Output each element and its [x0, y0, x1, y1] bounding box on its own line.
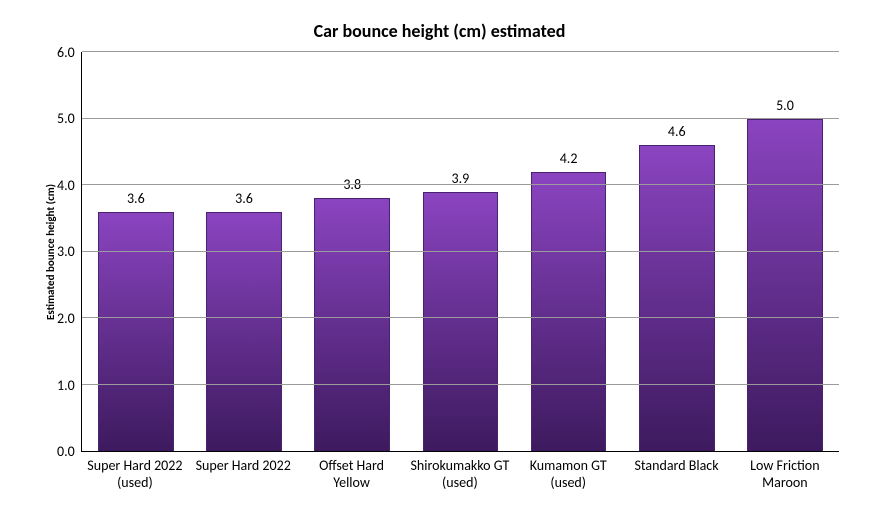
bar-wrap: 3.6 — [190, 212, 298, 451]
x-axis-row: Super Hard 2022 (used)Super Hard 2022Off… — [40, 452, 839, 492]
bar-slot: 4.2 — [514, 52, 622, 451]
bar-wrap: 4.6 — [623, 145, 731, 451]
bar-slot: 5.0 — [731, 52, 839, 451]
x-tick-label: Super Hard 2022 — [189, 458, 297, 492]
bar-wrap: 5.0 — [731, 119, 839, 452]
x-tick-label: Offset Hard Yellow — [297, 458, 405, 492]
x-tick-label: Super Hard 2022 (used) — [81, 458, 189, 492]
bar-wrap: 4.2 — [514, 172, 622, 451]
bar-wrap: 3.6 — [82, 212, 190, 451]
bar-slot: 3.8 — [298, 52, 406, 451]
bar-value-label: 5.0 — [731, 97, 839, 114]
bar-value-label: 3.8 — [298, 176, 406, 193]
bar-slot: 3.6 — [82, 52, 190, 451]
bar-slot: 3.6 — [190, 52, 298, 451]
chart-body: Estimated bounce height (cm) 6.05.04.03.… — [40, 52, 839, 452]
bar — [747, 119, 823, 452]
bar-wrap: 3.8 — [298, 198, 406, 451]
bar-value-label: 3.6 — [82, 190, 190, 207]
chart-container: Car bounce height (cm) estimated Estimat… — [0, 0, 879, 529]
bar-value-label: 3.9 — [406, 170, 514, 187]
bar-slot: 4.6 — [623, 52, 731, 451]
bar — [639, 145, 715, 451]
bar-value-label: 3.6 — [190, 190, 298, 207]
bars-layer: 3.63.63.83.94.24.65.0 — [82, 52, 839, 451]
x-tick-label: Standard Black — [622, 458, 730, 492]
bar — [206, 212, 282, 451]
bar-wrap: 3.9 — [406, 192, 514, 451]
bar — [98, 212, 174, 451]
bar — [423, 192, 499, 451]
bar-value-label: 4.6 — [623, 123, 731, 140]
bar — [531, 172, 607, 451]
bar — [314, 198, 390, 451]
x-tick-label: Shirokumakko GT (used) — [406, 458, 514, 492]
plot-area: 3.63.63.83.94.24.65.0 — [81, 52, 839, 452]
chart-title: Car bounce height (cm) estimated — [40, 20, 839, 42]
x-tick-label: Low Friction Maroon — [731, 458, 839, 492]
bar-value-label: 4.2 — [514, 150, 622, 167]
bar-slot: 3.9 — [406, 52, 514, 451]
y-axis-tick-labels: 6.05.04.03.02.01.00.0 — [57, 52, 81, 452]
y-axis-title: Estimated bounce height (cm) — [40, 52, 57, 452]
x-axis-tick-labels: Super Hard 2022 (used)Super Hard 2022Off… — [81, 458, 839, 492]
x-tick-label: Kumamon GT (used) — [514, 458, 622, 492]
